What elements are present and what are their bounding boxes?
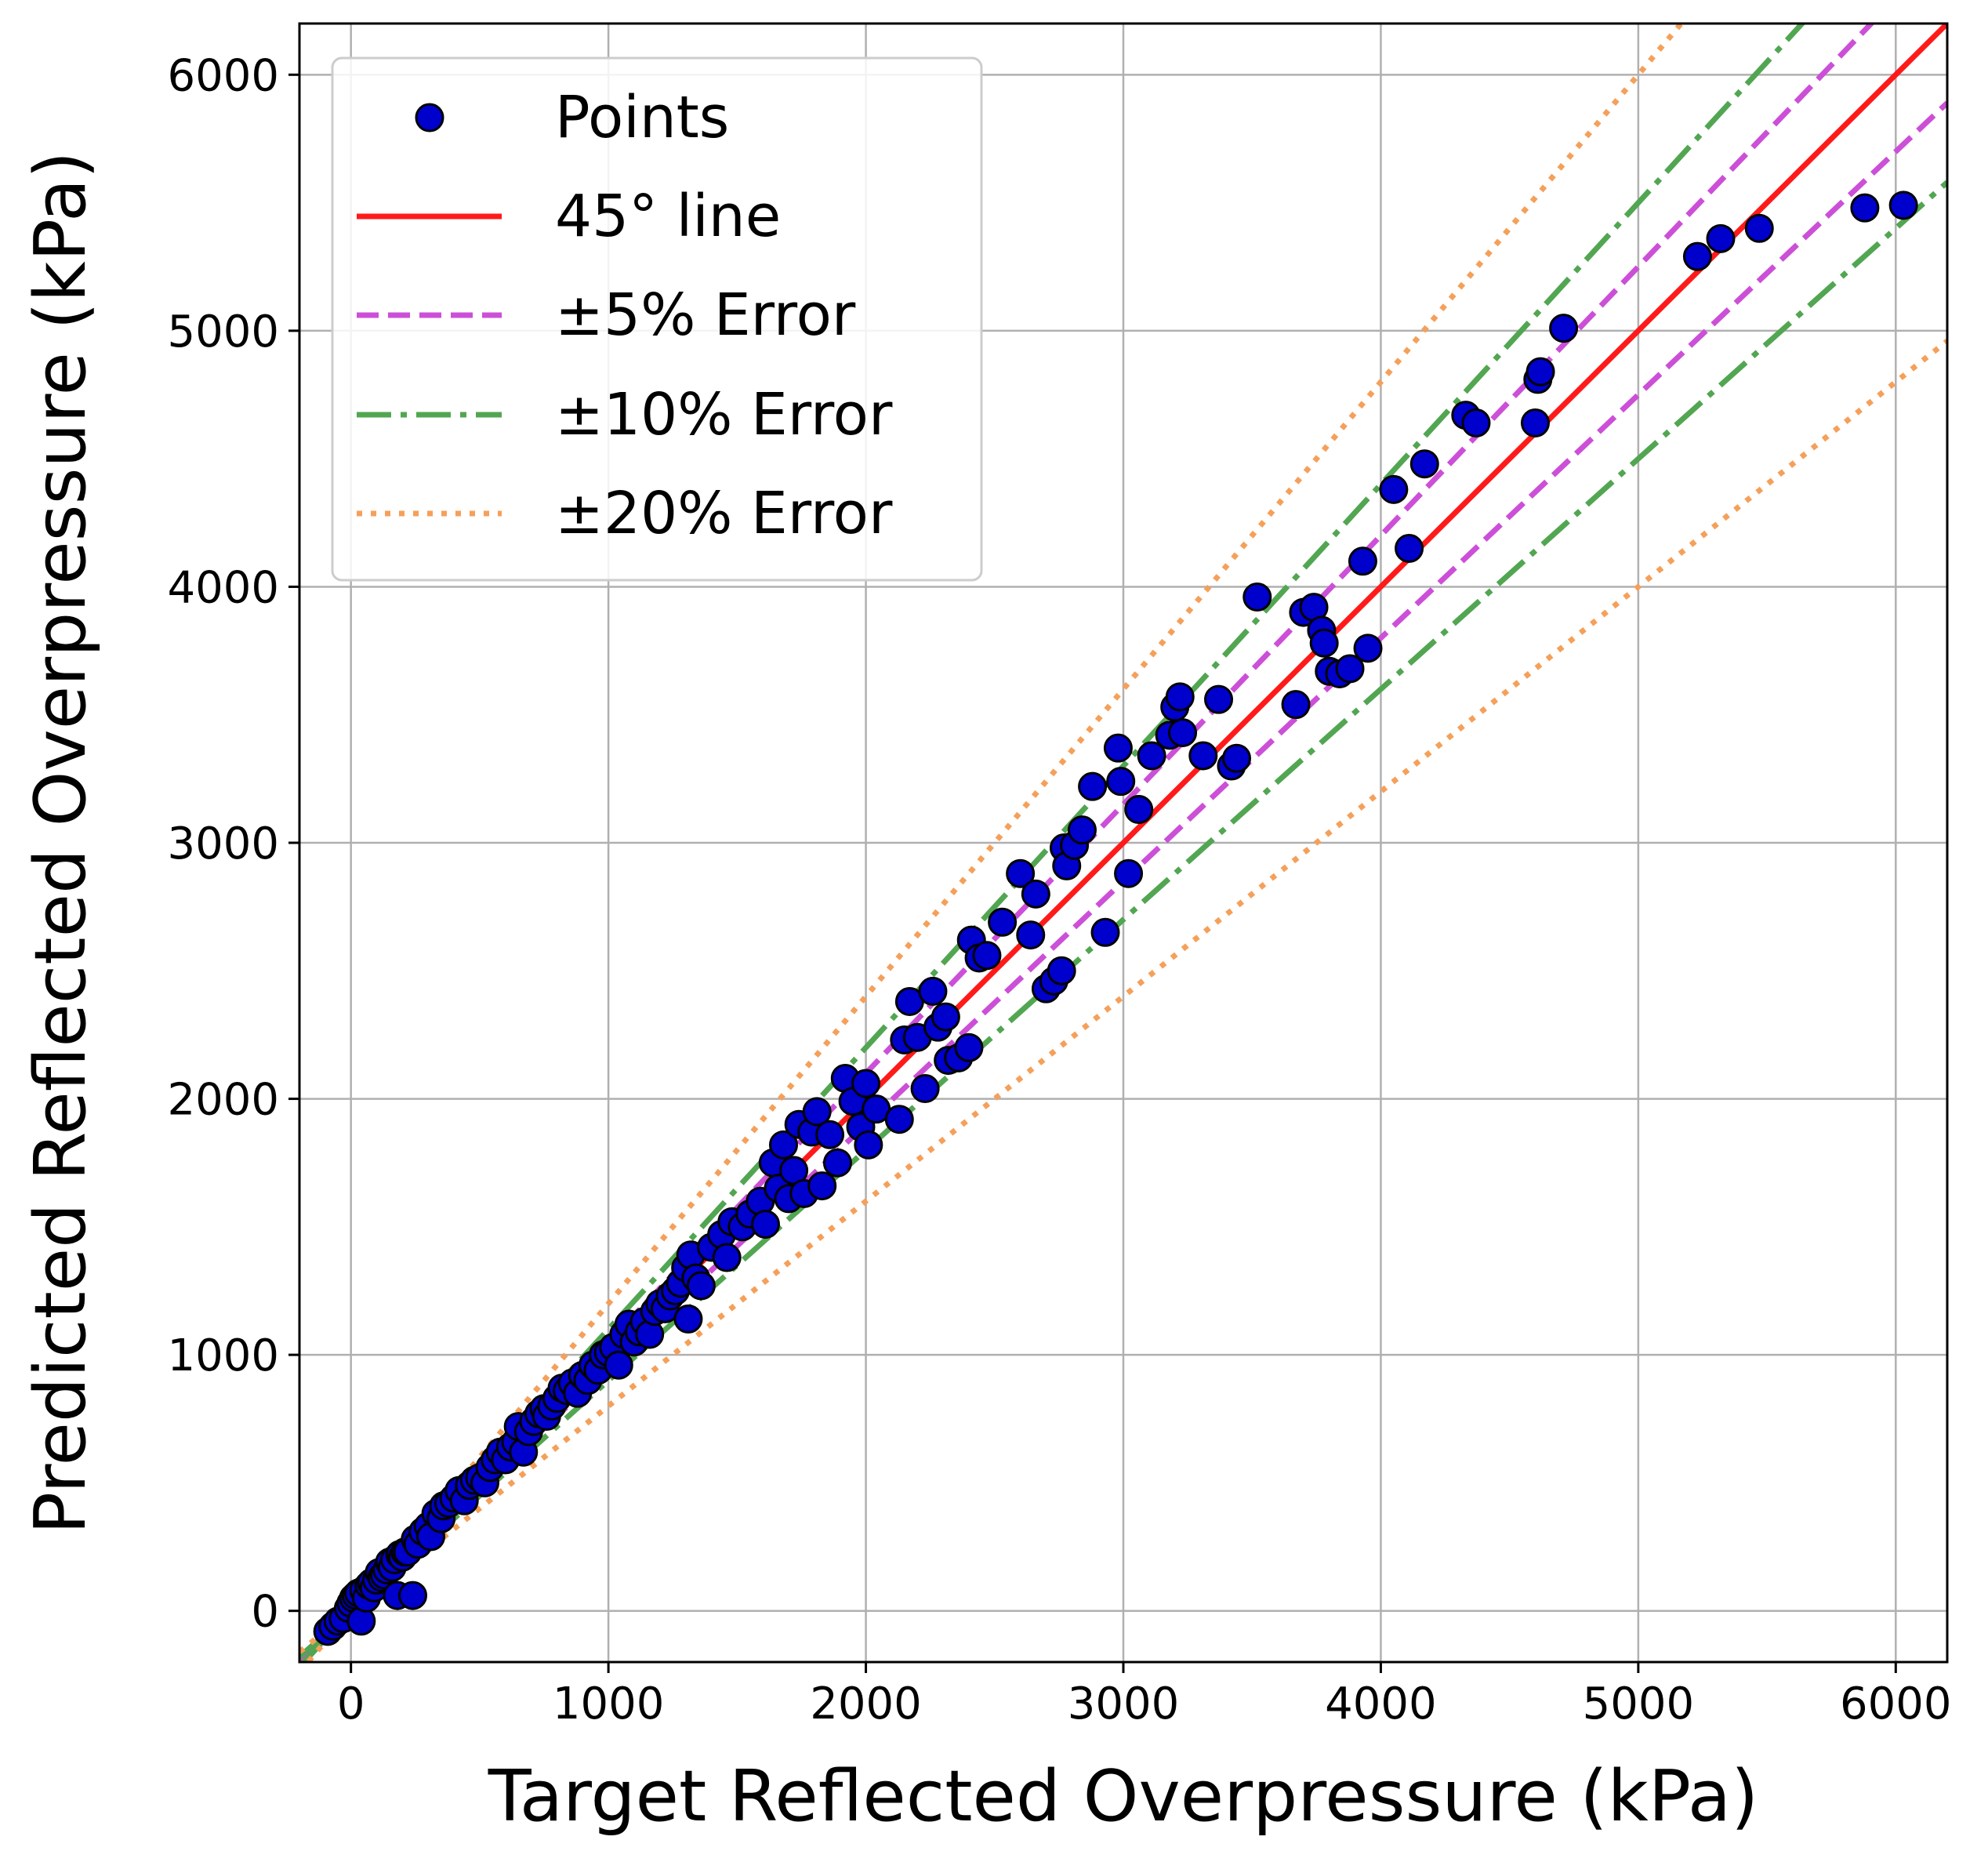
x-tick-label-1: 1000 [553, 1679, 665, 1729]
y-tick-label-4: 4000 [167, 562, 279, 613]
data-point-120 [918, 976, 948, 1006]
y-tick-label-6: 6000 [167, 50, 279, 101]
data-point-160 [1309, 628, 1339, 658]
x-tick-label-0: 0 [337, 1679, 365, 1729]
data-point-156 [1281, 690, 1311, 720]
err10-line-1 [299, 180, 1947, 1660]
x-tick-label-2: 2000 [810, 1679, 922, 1729]
data-point-85 [673, 1304, 703, 1334]
legend-err20-label: ±20% Error [555, 480, 893, 547]
x-tick-label-4: 4000 [1325, 1679, 1437, 1729]
data-points [313, 191, 1918, 1646]
data-point-140 [1078, 771, 1108, 801]
data-point-128 [972, 941, 1002, 971]
data-point-170 [1461, 408, 1491, 437]
y-tick-label-2: 2000 [167, 1075, 279, 1126]
data-point-168 [1409, 449, 1439, 479]
data-point-146 [1137, 741, 1166, 771]
data-point-177 [1744, 213, 1774, 243]
data-point-179 [1888, 191, 1918, 220]
legend-points-label: Points [555, 84, 729, 151]
data-point-28 [398, 1581, 428, 1610]
data-point-139 [1067, 815, 1097, 845]
data-point-135 [1047, 956, 1076, 985]
data-point-119 [910, 1074, 940, 1103]
data-point-152 [1204, 684, 1234, 714]
data-point-176 [1706, 223, 1736, 253]
data-point-144 [1114, 858, 1144, 888]
data-point-166 [1379, 474, 1409, 504]
data-point-165 [1353, 633, 1383, 663]
data-point-106 [807, 1171, 837, 1201]
data-point-150 [1168, 718, 1198, 748]
data-point-99 [768, 1130, 798, 1160]
data-point-91 [712, 1243, 742, 1272]
data-point-175 [1682, 241, 1712, 271]
data-point-141 [1090, 917, 1120, 947]
data-point-122 [931, 1002, 960, 1032]
data-point-154 [1222, 743, 1252, 773]
legend-err5-label: ±5% Error [555, 281, 856, 349]
data-point-142 [1103, 733, 1133, 763]
data-point-115 [884, 1105, 914, 1134]
data-point-105 [802, 1097, 832, 1127]
err20-line-1 [299, 339, 1947, 1654]
data-point-174 [1549, 314, 1579, 343]
data-point-173 [1525, 357, 1555, 387]
data-point-155 [1242, 583, 1272, 612]
data-point-151 [1188, 741, 1218, 771]
data-point-143 [1106, 767, 1136, 797]
y-tick-label-1: 1000 [167, 1330, 279, 1381]
legend: Points 45° line ±5% Error ±10% Error ±20… [331, 56, 983, 582]
y-axis-label: Predicted Reflected Overpressure (kPa) [20, 151, 102, 1534]
data-point-171 [1521, 408, 1550, 437]
data-point-130 [1006, 858, 1036, 888]
data-point-107 [815, 1120, 845, 1149]
legend-line45-label: 45° line [555, 183, 781, 250]
data-point-112 [851, 1069, 881, 1098]
data-point-125 [954, 1033, 984, 1062]
axis-ticks: 0 1000 2000 3000 4000 5000 6000 0 1000 2000 3000 40… [167, 50, 1951, 1729]
data-point-131 [1016, 920, 1046, 950]
x-axis-label: Target Reflected Overpressure (kPa) [488, 1755, 1758, 1838]
data-point-113 [854, 1130, 883, 1160]
y-tick-label-0: 0 [251, 1587, 279, 1638]
data-point-145 [1124, 795, 1154, 825]
data-point-178 [1850, 193, 1880, 223]
data-point-132 [1021, 879, 1050, 909]
data-point-96 [750, 1210, 780, 1239]
x-tick-label-5: 5000 [1583, 1679, 1695, 1729]
data-point-129 [988, 907, 1018, 937]
data-point-163 [1335, 654, 1365, 684]
x-tick-label-3: 3000 [1068, 1679, 1180, 1729]
data-point-88 [686, 1271, 716, 1301]
data-point-164 [1348, 546, 1377, 576]
data-point-71 [604, 1350, 633, 1380]
data-point-108 [822, 1148, 852, 1178]
err20-line-0 [304, 24, 1685, 1662]
legend-box [331, 56, 983, 582]
legend-points-marker [415, 103, 444, 132]
y-tick-label-3: 3000 [167, 818, 279, 869]
x-tick-label-6: 6000 [1840, 1679, 1952, 1729]
y-tick-label-5: 5000 [167, 307, 279, 357]
data-point-167 [1395, 533, 1424, 563]
legend-err10-label: ±10% Error [555, 381, 893, 448]
data-point-149 [1165, 682, 1195, 712]
